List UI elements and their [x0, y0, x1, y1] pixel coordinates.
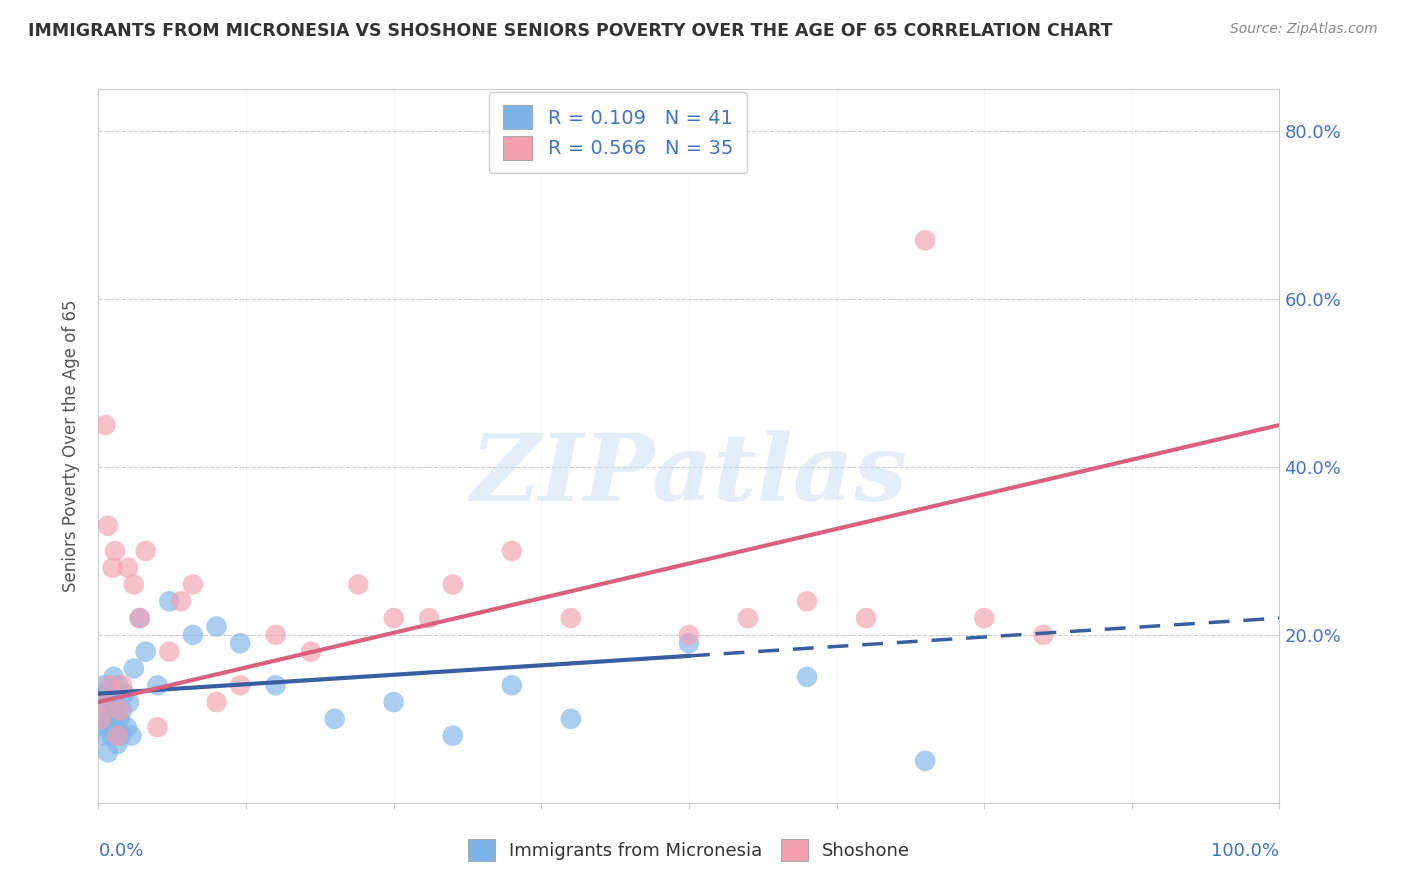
Point	[229, 636, 252, 650]
Point	[264, 628, 287, 642]
Point	[100, 729, 122, 743]
Point	[157, 594, 180, 608]
Point	[122, 577, 145, 591]
Point	[118, 695, 141, 709]
Point	[121, 729, 143, 743]
Point	[181, 577, 204, 591]
Point	[98, 712, 121, 726]
Point	[299, 645, 322, 659]
Point	[101, 560, 124, 574]
Point	[111, 703, 134, 717]
Point	[111, 678, 134, 692]
Point	[146, 678, 169, 692]
Point	[97, 518, 120, 533]
Point	[110, 729, 132, 743]
Point	[90, 712, 112, 726]
Point	[105, 703, 128, 717]
Point	[90, 712, 112, 726]
Text: ZIPatlas: ZIPatlas	[471, 430, 907, 519]
Point	[382, 695, 405, 709]
Point	[914, 233, 936, 247]
Point	[560, 712, 582, 726]
Point	[91, 729, 114, 743]
Point	[501, 544, 523, 558]
Point	[501, 678, 523, 692]
Point	[205, 695, 228, 709]
Point	[678, 636, 700, 650]
Point	[107, 678, 129, 692]
Point	[382, 611, 405, 625]
Point	[135, 544, 157, 558]
Text: 0.0%: 0.0%	[98, 842, 143, 860]
Point	[441, 729, 464, 743]
Point	[105, 737, 128, 751]
Point	[441, 577, 464, 591]
Point	[98, 678, 121, 692]
Point	[89, 687, 111, 701]
Point	[93, 678, 115, 692]
Point	[323, 712, 346, 726]
Point	[170, 594, 193, 608]
Point	[94, 720, 117, 734]
Point	[418, 611, 440, 625]
Point	[181, 628, 204, 642]
Point	[91, 695, 114, 709]
Point	[122, 661, 145, 675]
Point	[115, 720, 138, 734]
Point	[205, 619, 228, 633]
Point	[128, 611, 150, 625]
Point	[91, 695, 114, 709]
Point	[94, 417, 117, 432]
Point	[796, 670, 818, 684]
Y-axis label: Seniors Poverty Over the Age of 65: Seniors Poverty Over the Age of 65	[62, 300, 80, 592]
Point	[104, 720, 127, 734]
Point	[103, 670, 125, 684]
Point	[157, 645, 180, 659]
Point	[96, 703, 118, 717]
Point	[112, 687, 135, 701]
Point	[264, 678, 287, 692]
Point	[128, 611, 150, 625]
Point	[101, 695, 124, 709]
Text: IMMIGRANTS FROM MICRONESIA VS SHOSHONE SENIORS POVERTY OVER THE AGE OF 65 CORREL: IMMIGRANTS FROM MICRONESIA VS SHOSHONE S…	[28, 22, 1112, 40]
Text: 100.0%: 100.0%	[1212, 842, 1279, 860]
Point	[737, 611, 759, 625]
Point	[108, 712, 131, 726]
Point	[229, 678, 252, 692]
Point	[855, 611, 877, 625]
Point	[104, 544, 127, 558]
Legend: Immigrants from Micronesia, Shoshone: Immigrants from Micronesia, Shoshone	[457, 829, 921, 872]
Point	[560, 611, 582, 625]
Point	[98, 687, 121, 701]
Point	[347, 577, 370, 591]
Point	[678, 628, 700, 642]
Text: Source: ZipAtlas.com: Source: ZipAtlas.com	[1230, 22, 1378, 37]
Point	[117, 560, 139, 574]
Point	[1032, 628, 1054, 642]
Point	[796, 594, 818, 608]
Point	[97, 746, 120, 760]
Point	[914, 754, 936, 768]
Point	[146, 720, 169, 734]
Point	[973, 611, 995, 625]
Point	[135, 645, 157, 659]
Point	[108, 703, 131, 717]
Point	[105, 729, 128, 743]
